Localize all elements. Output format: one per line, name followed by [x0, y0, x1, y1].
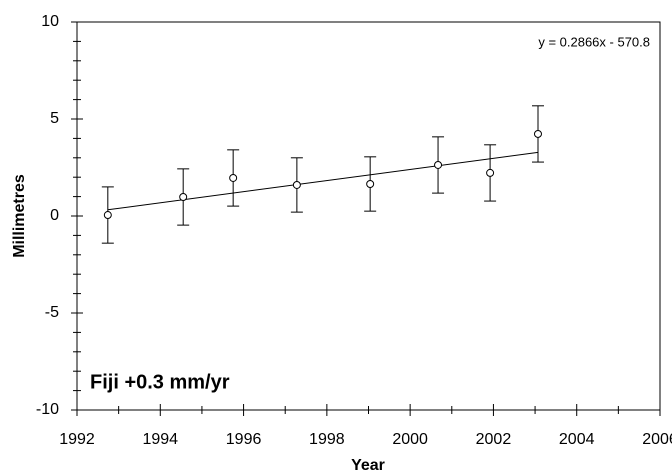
y-tick-label: -5	[45, 304, 59, 321]
data-point	[486, 168, 495, 177]
x-tick-label: 1998	[309, 431, 345, 448]
data-point	[179, 192, 188, 201]
x-tick-label: 1992	[59, 431, 95, 448]
y-tick-label: 10	[41, 13, 59, 30]
data-point	[103, 211, 112, 220]
x-tick-label: 1994	[142, 431, 178, 448]
plot-frame	[76, 21, 661, 411]
data-point	[229, 173, 238, 182]
trend-line	[107, 151, 539, 211]
trend-equation: y = 0.2866x - 570.8	[538, 34, 650, 49]
x-tick-label: 2000	[392, 431, 428, 448]
data-point	[533, 129, 542, 138]
y-tick-label: 0	[50, 207, 59, 224]
y-tick-label: -10	[36, 401, 59, 418]
x-axis-label: Year	[351, 457, 385, 474]
annotation: Fiji +0.3 mm/yr	[90, 371, 230, 393]
data-point	[434, 160, 443, 169]
data-point	[366, 179, 375, 188]
data-point	[292, 180, 301, 189]
x-tick-label: 2006	[642, 431, 672, 448]
x-tick-label: 2002	[476, 431, 512, 448]
x-tick-label: 1996	[226, 431, 262, 448]
x-tick-label: 2004	[559, 431, 595, 448]
y-axis-label: Millimetres	[11, 174, 28, 258]
y-tick-label: 5	[50, 110, 59, 127]
